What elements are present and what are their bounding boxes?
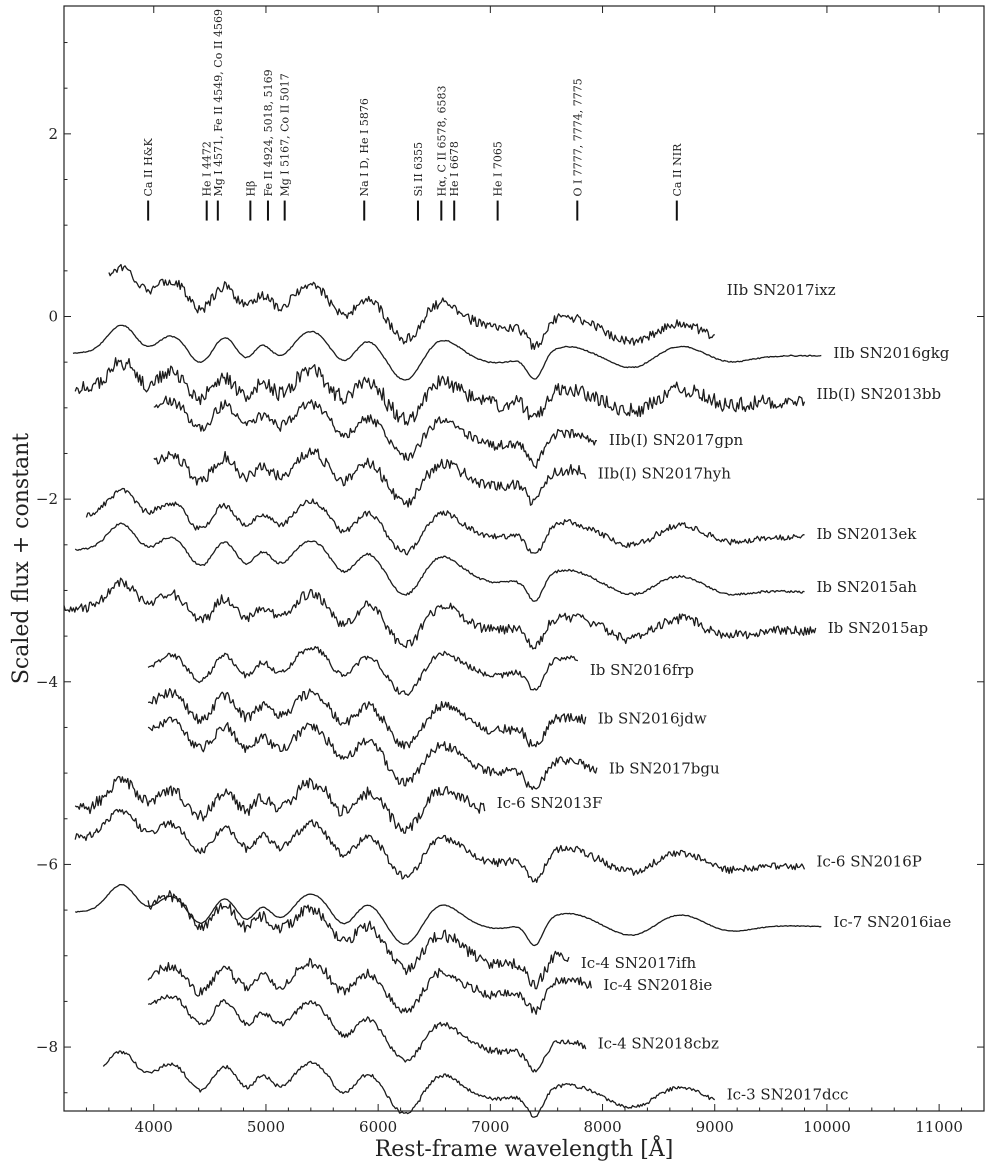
spectrum-line xyxy=(153,447,587,508)
spectrum-line xyxy=(63,577,817,650)
series-label: Ib SN2017bgu xyxy=(609,760,720,778)
series-label: Ic-6 SN2016P xyxy=(816,853,921,871)
line-marker-label: He I 4472 xyxy=(201,141,214,196)
spectrum-line xyxy=(85,487,805,556)
plot-frame xyxy=(63,5,985,1112)
spectrum-line xyxy=(74,357,806,426)
spectrum-line xyxy=(74,775,486,834)
x-tick-label: 6000 xyxy=(359,1118,397,1136)
y-tick-label: −6 xyxy=(36,855,58,873)
series-label: Ic-4 SN2018cbz xyxy=(598,1034,719,1052)
spectrum-line xyxy=(153,395,597,469)
series-label: Ib SN2015ah xyxy=(816,578,917,596)
x-tick-label: 10000 xyxy=(803,1118,851,1136)
y-tick-label: −4 xyxy=(36,673,58,691)
spectrum-line xyxy=(147,890,570,990)
series-label: IIb SN2016gkg xyxy=(833,344,949,362)
x-tick-label: 9000 xyxy=(696,1118,734,1136)
x-tick-label: 11000 xyxy=(915,1118,963,1136)
spectrum-line xyxy=(102,1050,716,1118)
spectrum-line xyxy=(147,645,579,696)
series-label: Ic-4 SN2017ifh xyxy=(581,954,697,972)
series-label: IIb(I) SN2013bb xyxy=(816,385,941,403)
line-marker-label: Hβ xyxy=(244,181,257,197)
spectrum-line xyxy=(74,522,805,602)
series-label: Ic-7 SN2016iae xyxy=(833,913,951,931)
line-marker-label: Ca II H&K xyxy=(142,138,155,197)
series-label: Ib SN2016frp xyxy=(590,661,694,679)
line-marker-label: Si II 6355 xyxy=(412,142,425,197)
x-tick-label: 4000 xyxy=(135,1118,173,1136)
series-label: IIb(I) SN2017gpn xyxy=(609,431,744,449)
x-tick-label: 7000 xyxy=(471,1118,509,1136)
axes xyxy=(63,5,985,1112)
x-tick-label: 5000 xyxy=(247,1118,285,1136)
spectrum-line xyxy=(72,324,822,381)
spectrum-line xyxy=(108,263,716,351)
spectrum-line xyxy=(147,957,592,1015)
line-marker-label: Ca II NIR xyxy=(671,143,684,197)
spectrum-line xyxy=(147,994,587,1073)
line-marker-label: Mg I 5167, Co II 5017 xyxy=(279,73,292,196)
series-label: IIb SN2017ixz xyxy=(727,281,836,299)
y-tick-label: −2 xyxy=(36,490,58,508)
x-tick-label: 8000 xyxy=(583,1118,621,1136)
y-axis-title: Scaled flux + constant xyxy=(9,433,34,684)
series-label: Ic-3 SN2017dcc xyxy=(727,1086,849,1104)
line-marker-label: O I 7777, 7774, 7775 xyxy=(571,78,584,196)
line-marker-label: He I 7065 xyxy=(492,141,505,196)
line-marker-label: He I 6678 xyxy=(448,141,461,196)
y-tick-label: 0 xyxy=(48,307,58,325)
series-label: Ib SN2016jdw xyxy=(598,709,707,727)
line-marker-label: Hα, C II 6578, 6583 xyxy=(435,85,448,196)
series-label: Ic-4 SN2018ie xyxy=(603,976,712,994)
line-marker-label: Fe II 4924, 5018, 5169 xyxy=(262,69,275,196)
series-label: Ic-6 SN2013F xyxy=(497,794,603,812)
series-label: Ib SN2013ek xyxy=(816,525,917,543)
line-marker-label: Mg I 4571, Fe II 4549, Co II 4569 xyxy=(212,9,225,197)
series-label: IIb(I) SN2017hyh xyxy=(598,465,732,483)
axis-ticks: 4000 5000 6000 7000 8000 9000 10000 11000 2 0 −2 −4… xyxy=(36,6,985,1136)
x-axis-title: Rest-frame wavelength [Å] xyxy=(375,1134,674,1162)
y-tick-label: −8 xyxy=(36,1038,58,1056)
spectrum-line xyxy=(74,808,806,883)
line-marker-label: Na I D, He I 5876 xyxy=(358,98,371,196)
series-label: Ib SN2015ap xyxy=(828,619,928,637)
spectrum-line xyxy=(147,716,598,791)
spectrum-line xyxy=(147,687,587,750)
y-tick-label: 2 xyxy=(48,125,58,143)
spectra-series xyxy=(63,263,822,1118)
series-labels: IIb SN2017ixz IIb SN2016gkg IIb(I) SN2013b… xyxy=(497,281,952,1104)
spectrum-line xyxy=(75,884,822,947)
